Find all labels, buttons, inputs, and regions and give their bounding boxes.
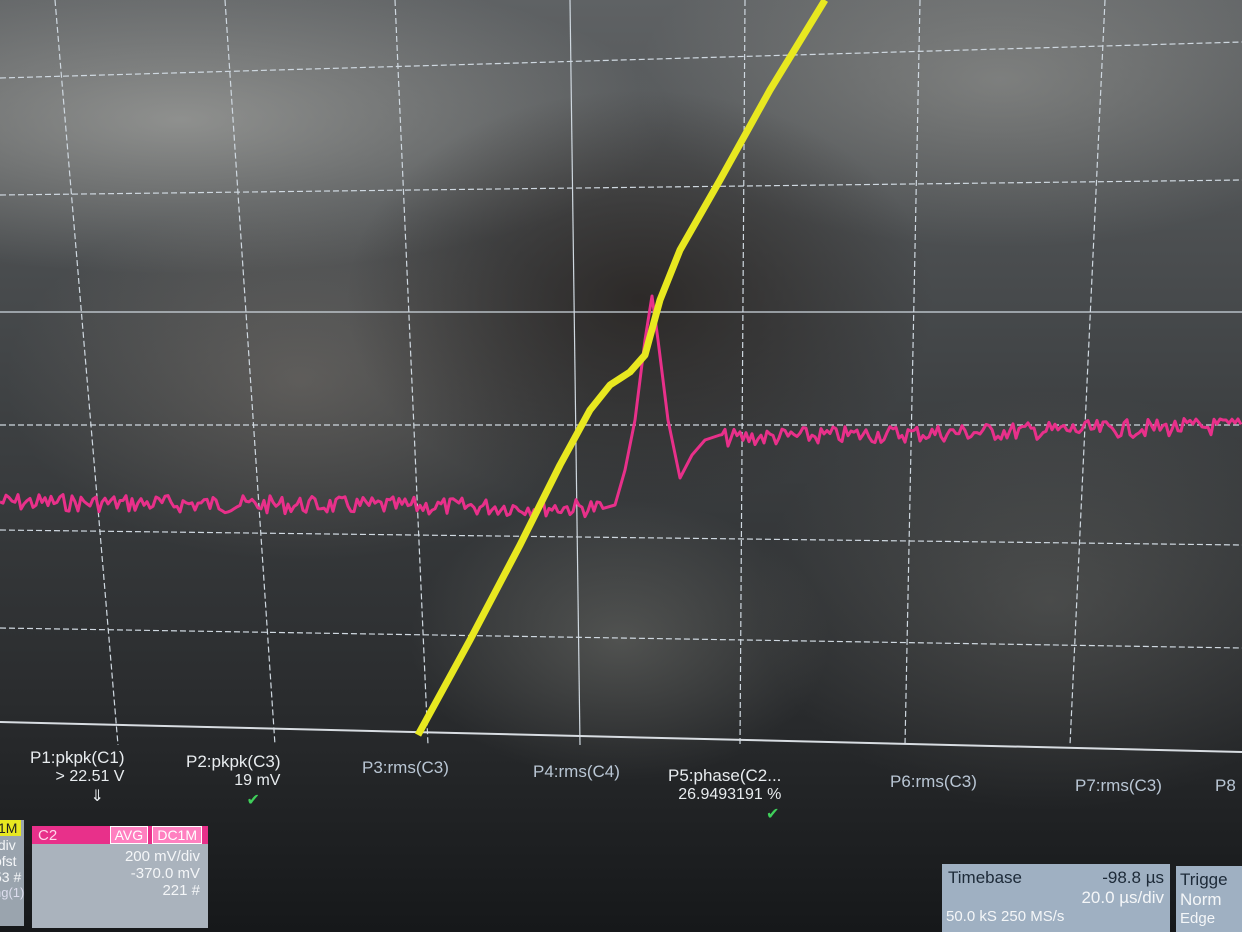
measurement-p4[interactable]: P4:rms(C4) [533,762,620,782]
channel1-trace [414,0,828,737]
measurement-label: P7:rms(C3) [1075,776,1162,795]
channel2-trace [0,294,1242,519]
timebase-scale: 20.0 µs/div [1081,888,1164,907]
graticule-border [0,721,1242,753]
grid-vline [739,0,746,746]
arrow-down-icon: ⇓ [90,788,104,805]
measurement-p3[interactable]: P3:rms(C3) [362,758,449,778]
timebase-label: Timebase [948,868,1023,887]
timebase-descriptor[interactable]: Timebase -98.8 µs 20.0 µs/div 50.0 kS 25… [942,864,1170,932]
measurement-p2[interactable]: P2:pkpk(C3) 19 mV ✔ [186,752,280,810]
grid-vline [904,0,921,746]
measurement-p8[interactable]: P8 [1215,776,1236,796]
grid-vline [1069,0,1106,746]
grid-hline [0,529,1242,546]
channel2-name: C2 [38,826,58,844]
measurement-label: P1:pkpk(C1) [30,748,125,767]
measurement-p5[interactable]: P5:phase(C2... 26.9493191 % ✔ [668,766,781,824]
trigger-mode: Norm [1180,890,1222,909]
grid-hline [0,179,1242,196]
channel1-descriptor[interactable]: 1M /div ofst 53 # ng(1) [0,820,24,926]
measurement-label: P3:rms(C3) [362,758,449,777]
channel1-coupling-tag: 1M [0,820,22,836]
grid-vline [54,0,119,746]
grid-hline [0,627,1242,649]
channel2-coupling-tag: DC1M [152,826,202,844]
check-icon: ✔ [766,806,780,823]
channel2-offset: -370.0 mV [130,865,200,882]
channel2-scale: 200 mV/div [124,848,200,865]
measurement-value: > 22.51 V [55,768,125,785]
channel1-sweeps: 53 # [0,869,22,885]
trigger-descriptor[interactable]: Trigge Norm Edge [1176,866,1242,932]
measurement-p7[interactable]: P7:rms(C3) [1075,776,1162,796]
channel2-descriptor[interactable]: C2 AVG DC1M 200 mV/div -370.0 mV 221 # [32,826,208,928]
measurement-p6[interactable]: P6:rms(C3) [890,772,977,792]
measurement-p1[interactable]: P1:pkpk(C1) > 22.51 V ⇓ [30,748,124,806]
grid-vline [569,0,581,746]
grid-vline [224,0,276,746]
trace-layer [0,0,1242,737]
measurement-label: P5:phase(C2... [668,766,782,785]
measurement-value: 26.9493191 % [678,786,782,803]
trigger-label: Trigge [1180,870,1228,889]
graticule [0,0,1242,753]
timebase-delay: -98.8 µs [1102,868,1164,887]
channel2-sweeps: 221 # [162,882,200,899]
channel2-mode-tag: AVG [109,826,149,844]
grid-vline [394,0,429,746]
measurement-label: P2:pkpk(C3) [186,752,281,771]
channel1-scale: /div [0,837,16,853]
measurement-label: P8 [1215,776,1236,795]
timebase-sample-info: 50.0 kS 250 MS/s [946,908,1065,925]
measurement-label: P4:rms(C4) [533,762,620,781]
measurement-label: P6:rms(C3) [890,772,977,791]
measurement-value: 19 mV [234,772,281,789]
channel1-offset: ofst [0,853,17,869]
grid-hline [0,41,1242,79]
channel1-footer: ng(1) [0,885,25,900]
check-icon: ✔ [246,792,260,809]
trigger-type: Edge [1180,910,1216,927]
